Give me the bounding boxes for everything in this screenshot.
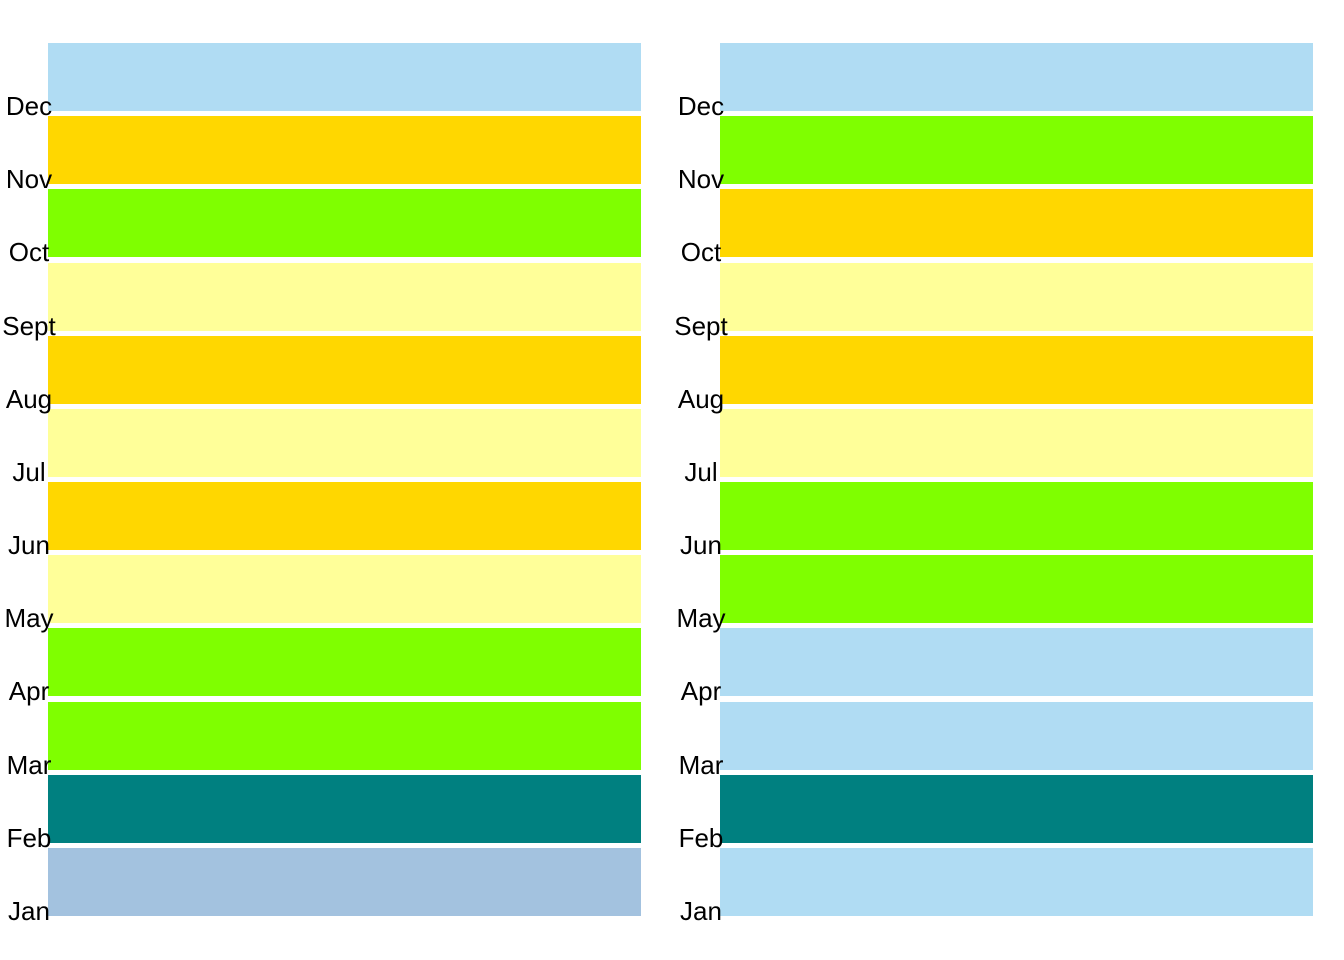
tick-label-right-dec: Dec — [677, 91, 725, 121]
tick-label-left-apr: Apr — [8, 676, 50, 707]
tick-label-right-oct: Oct — [680, 237, 722, 268]
band-left-dec — [48, 43, 641, 111]
band-left-jun — [48, 482, 641, 551]
tick-label-right-nov: Nov — [677, 164, 725, 195]
band-left-feb — [48, 774, 641, 843]
tick-label-left-aug: Aug — [5, 383, 53, 414]
band-left-aug — [48, 335, 641, 404]
tick-label-right-apr: Apr — [680, 676, 722, 707]
tick-label-left-may: May — [4, 603, 54, 634]
band-right-dec — [720, 43, 1313, 111]
tick-label-right-feb: Feb — [678, 822, 724, 853]
band-right-sept — [720, 262, 1313, 331]
band-right-feb — [720, 774, 1313, 843]
band-left-may — [48, 555, 641, 624]
tick-label-right-jun: Jun — [680, 530, 722, 561]
band-right-may — [720, 555, 1313, 624]
tick-label-right-aug: Aug — [677, 383, 725, 414]
tick-label-right-may: May — [676, 603, 726, 634]
band-right-apr — [720, 628, 1313, 697]
tick-label-left-dec: Dec — [5, 91, 53, 121]
band-left-jan — [48, 848, 641, 916]
band-left-sept — [48, 262, 641, 331]
tick-label-left-oct: Oct — [8, 237, 50, 268]
band-left-mar — [48, 701, 641, 770]
tick-label-right-sept: Sept — [674, 310, 728, 341]
band-right-mar — [720, 701, 1313, 770]
band-left-jul — [48, 408, 641, 477]
band-left-apr — [48, 628, 641, 697]
tick-label-left-feb: Feb — [6, 822, 52, 853]
band-right-jun — [720, 482, 1313, 551]
band-left-oct — [48, 189, 641, 258]
tick-label-left-mar: Mar — [6, 749, 52, 780]
band-right-jul — [720, 408, 1313, 477]
tick-label-left-jun: Jun — [8, 530, 50, 561]
band-left-nov — [48, 116, 641, 185]
band-right-aug — [720, 335, 1313, 404]
tick-label-left-jul: Jul — [12, 456, 46, 487]
band-right-oct — [720, 189, 1313, 258]
tick-label-left-sept: Sept — [2, 310, 56, 341]
tick-label-right-jul: Jul — [684, 456, 718, 487]
tick-label-left-nov: Nov — [5, 164, 53, 195]
band-right-nov — [720, 116, 1313, 185]
tick-label-left-jan: Jan — [8, 896, 50, 926]
band-right-jan — [720, 848, 1313, 916]
tick-label-right-mar: Mar — [678, 749, 724, 780]
tick-label-right-jan: Jan — [680, 896, 722, 926]
